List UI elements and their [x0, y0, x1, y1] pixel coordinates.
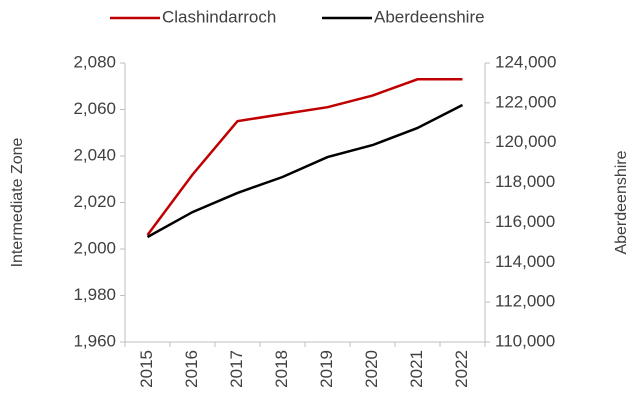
x-tick-label: 2018: [272, 350, 291, 388]
y2-tick-label: 124,000: [495, 52, 556, 71]
y2-tick-label: 118,000: [495, 172, 555, 191]
x-tick-label: 2022: [452, 350, 471, 388]
y2-tick-label: 120,000: [495, 132, 556, 151]
y-tick-label: 2,080: [73, 52, 116, 71]
x-tick-label: 2015: [137, 350, 156, 388]
y-tick-label: 2,060: [73, 99, 116, 118]
y2-tick-label: 112,000: [495, 292, 555, 311]
y-tick-label: 1,960: [73, 331, 116, 350]
y-tick-label: 2,020: [73, 192, 116, 211]
y-tick-label: 1,980: [73, 285, 116, 304]
x-tick-label: 2020: [362, 350, 381, 388]
x-tick-label: 2016: [182, 350, 201, 388]
series-line: [146, 78, 463, 236]
y2-tick-label: 110,000: [495, 331, 555, 350]
y-tick-label: 2,000: [73, 238, 116, 257]
y2-tick-label: 114,000: [495, 252, 555, 271]
legend-label: Clashindarroch: [162, 7, 276, 26]
x-tick-label: 2017: [227, 350, 246, 388]
y2-axis-label: Aberdeenshire: [613, 150, 630, 254]
series-line: [146, 103, 464, 239]
y-tick-label: 2,040: [73, 145, 116, 164]
y2-tick-label: 116,000: [495, 212, 555, 231]
y2-tick-label: 122,000: [495, 92, 556, 111]
legend-label: Aberdeenshire: [374, 7, 485, 26]
x-tick-label: 2021: [407, 350, 426, 388]
x-tick-label: 2019: [317, 350, 336, 388]
y-axis-label: Intermediate Zone: [9, 137, 26, 267]
